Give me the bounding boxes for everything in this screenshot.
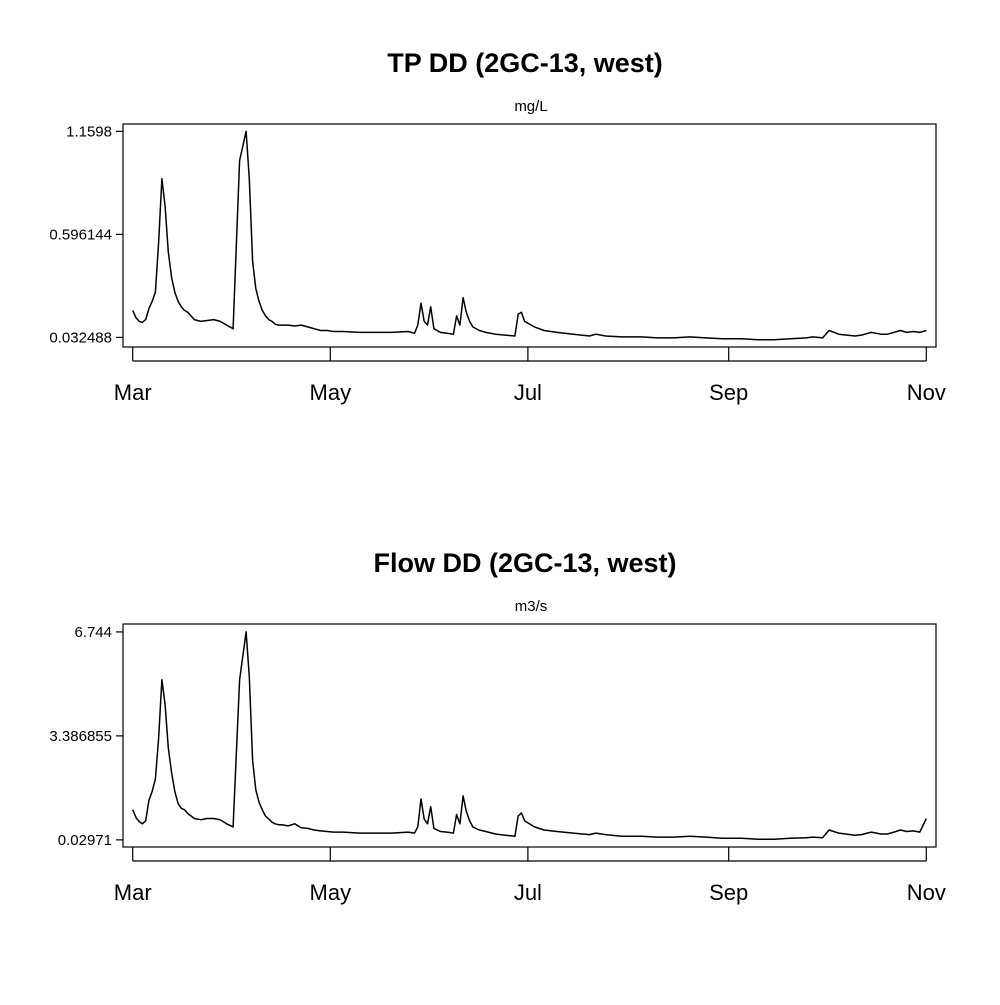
- x-tick-label: Nov: [907, 380, 946, 405]
- x-tick-label: Jul: [514, 380, 542, 405]
- flow-series-line: [132, 631, 927, 841]
- y-tick-label: 0.596144: [49, 226, 112, 243]
- x-tick-label: Jul: [514, 880, 542, 905]
- chart-subtitle: m3/s: [515, 598, 548, 615]
- chart-title: TP DD (2GC-13, west): [387, 48, 663, 78]
- y-tick-label: 1.1598: [66, 123, 112, 140]
- y-axis: 6.744 3.386855 0.02971: [49, 624, 123, 849]
- chart-title: Flow DD (2GC-13, west): [373, 548, 676, 578]
- y-tick-label: 3.386855: [49, 728, 112, 745]
- x-tick-label: Nov: [907, 880, 946, 905]
- x-tick-label: Sep: [709, 880, 748, 905]
- x-tick-label: Mar: [114, 380, 152, 405]
- y-tick-label: 6.744: [74, 624, 112, 641]
- plot-box: [122, 123, 937, 348]
- flow-chart-panel: Flow DD (2GC-13, west) m3/s 6.744 3.38685…: [49, 548, 945, 905]
- x-tick-label: May: [310, 880, 352, 905]
- chart-subtitle: mg/L: [514, 98, 547, 115]
- plot-box: [122, 623, 937, 848]
- y-tick-label: 0.032488: [49, 329, 112, 346]
- tp-series-line: [132, 130, 927, 341]
- tp-chart-panel: TP DD (2GC-13, west) mg/L 1.1598 0.596144…: [49, 48, 945, 405]
- y-tick-label: 0.02971: [58, 832, 112, 849]
- x-axis: Mar May Jul Sep Nov: [114, 347, 946, 405]
- x-axis: Mar May Jul Sep Nov: [114, 847, 946, 905]
- x-tick-label: Sep: [709, 380, 748, 405]
- x-tick-label: May: [310, 380, 352, 405]
- y-axis: 1.1598 0.596144 0.032488: [49, 123, 123, 346]
- x-tick-label: Mar: [114, 880, 152, 905]
